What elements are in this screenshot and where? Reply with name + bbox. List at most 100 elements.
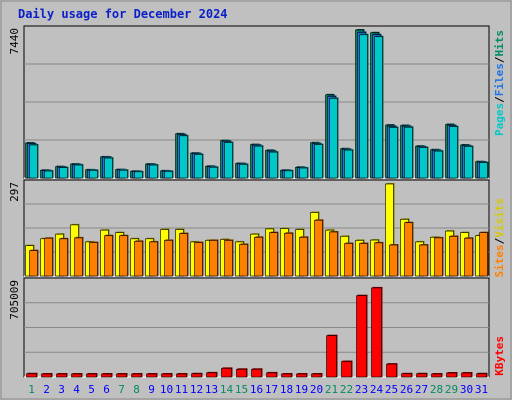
bar-kbytes-day-31 bbox=[476, 373, 487, 378]
bar-kbytes-day-30 bbox=[461, 372, 472, 378]
x-tick-label-11: 11 bbox=[175, 383, 188, 396]
bar-pages-day-25 bbox=[389, 127, 398, 179]
bar-kbytes-day-21 bbox=[326, 335, 337, 378]
bar-sites-day-28 bbox=[434, 237, 443, 277]
bar-sites-day-27 bbox=[419, 244, 428, 277]
bar-sites-day-29 bbox=[449, 236, 458, 277]
x-tick-label-12: 12 bbox=[190, 383, 203, 396]
bottom-ymax-label: 705009 bbox=[8, 280, 21, 320]
legend-files: Files bbox=[493, 63, 506, 96]
x-tick-label-23: 23 bbox=[355, 383, 368, 396]
bottom-legend: KBytes bbox=[493, 336, 506, 376]
bar-sites-day-3 bbox=[59, 238, 68, 277]
x-tick-label-1: 1 bbox=[28, 383, 35, 396]
bar-kbytes-day-6 bbox=[101, 373, 112, 378]
bar-pages-day-1 bbox=[29, 144, 38, 179]
bar-kbytes-day-5 bbox=[86, 373, 97, 378]
x-tick-label-3: 3 bbox=[58, 383, 65, 396]
bar-sites-day-1 bbox=[29, 250, 38, 277]
bar-kbytes-day-14 bbox=[221, 368, 232, 378]
bar-pages-day-26 bbox=[404, 126, 413, 179]
bar-pages-day-30 bbox=[464, 146, 473, 179]
bar-sites-day-21 bbox=[329, 231, 338, 277]
bar-sites-day-19 bbox=[299, 236, 308, 277]
bar-kbytes-day-22 bbox=[341, 361, 352, 378]
bar-pages-day-8 bbox=[134, 171, 143, 179]
bar-sites-day-13 bbox=[209, 240, 218, 277]
bar-pages-day-19 bbox=[299, 167, 308, 179]
legend-separator: / bbox=[493, 96, 506, 103]
bar-pages-day-15 bbox=[239, 164, 248, 179]
bar-sites-day-20 bbox=[314, 219, 323, 277]
bar-kbytes-day-12 bbox=[191, 373, 202, 378]
bar-kbytes-day-25 bbox=[386, 363, 397, 378]
legend-hits: Hits bbox=[493, 30, 506, 57]
bar-kbytes-day-4 bbox=[71, 373, 82, 378]
bar-kbytes-day-3 bbox=[56, 373, 67, 378]
bar-pages-day-10 bbox=[164, 171, 173, 179]
x-tick-label-5: 5 bbox=[88, 383, 95, 396]
x-tick-label-22: 22 bbox=[340, 383, 353, 396]
bar-pages-day-16 bbox=[254, 145, 263, 179]
bar-pages-day-27 bbox=[419, 147, 428, 179]
middle-ymax-label: 297 bbox=[8, 182, 21, 202]
bar-pages-day-14 bbox=[224, 142, 233, 179]
top-ymax-label: 7440 bbox=[8, 28, 21, 55]
x-tick-label-8: 8 bbox=[133, 383, 140, 396]
bar-kbytes-day-11 bbox=[176, 373, 187, 378]
x-tick-label-21: 21 bbox=[325, 383, 338, 396]
bar-kbytes-day-10 bbox=[161, 373, 172, 378]
bar-kbytes-day-23 bbox=[356, 295, 367, 378]
x-tick-label-31: 31 bbox=[475, 383, 488, 396]
x-tick-label-27: 27 bbox=[415, 383, 428, 396]
bar-sites-day-25 bbox=[389, 244, 398, 277]
middle-legend: Sites/Visits bbox=[493, 198, 506, 278]
bar-kbytes-day-18 bbox=[281, 373, 292, 378]
x-tick-label-9: 9 bbox=[148, 383, 155, 396]
bar-kbytes-day-16 bbox=[251, 368, 262, 378]
bar-kbytes-day-20 bbox=[311, 373, 322, 378]
bar-pages-day-13 bbox=[209, 166, 218, 179]
x-tick-label-17: 17 bbox=[265, 383, 278, 396]
bar-sites-day-2 bbox=[44, 237, 53, 277]
bar-sites-day-17 bbox=[269, 232, 278, 277]
bar-sites-day-12 bbox=[194, 242, 203, 277]
bar-sites-day-10 bbox=[164, 240, 173, 277]
chart-title: Daily usage for December 2024 bbox=[18, 7, 228, 21]
bar-pages-day-9 bbox=[149, 164, 158, 179]
bar-pages-day-12 bbox=[194, 154, 203, 179]
bar-kbytes-day-15 bbox=[236, 368, 247, 378]
bar-pages-day-5 bbox=[89, 170, 98, 179]
bar-sites-day-24 bbox=[374, 242, 383, 277]
bar-pages-day-31 bbox=[479, 162, 488, 179]
bar-sites-day-31 bbox=[479, 232, 488, 277]
x-tick-label-28: 28 bbox=[430, 383, 443, 396]
x-tick-label-4: 4 bbox=[73, 383, 80, 396]
x-tick-label-7: 7 bbox=[118, 383, 125, 396]
top-legend: Pages/Files/Hits bbox=[493, 30, 506, 136]
bar-kbytes-day-2 bbox=[41, 373, 52, 378]
bar-pages-day-20 bbox=[314, 144, 323, 179]
bar-pages-day-2 bbox=[44, 170, 53, 179]
bar-kbytes-day-13 bbox=[206, 372, 217, 378]
bar-kbytes-day-27 bbox=[416, 373, 427, 378]
bar-pages-day-18 bbox=[284, 170, 293, 179]
x-tick-label-16: 16 bbox=[250, 383, 263, 396]
x-tick-label-14: 14 bbox=[220, 383, 234, 396]
legend-sites: Sites bbox=[493, 244, 506, 277]
bar-sites-day-9 bbox=[149, 241, 158, 277]
bar-pages-day-23 bbox=[359, 34, 368, 179]
bar-sites-day-15 bbox=[239, 244, 248, 277]
x-tick-label-20: 20 bbox=[310, 383, 323, 396]
bar-pages-day-11 bbox=[179, 135, 188, 179]
bar-sites-day-11 bbox=[179, 233, 188, 277]
bar-sites-day-6 bbox=[104, 235, 113, 277]
legend-visits: Visits bbox=[493, 198, 506, 238]
bar-kbytes-day-28 bbox=[431, 373, 442, 378]
x-tick-label-10: 10 bbox=[160, 383, 173, 396]
x-tick-label-24: 24 bbox=[370, 383, 384, 396]
bar-pages-day-21 bbox=[329, 98, 338, 179]
bar-pages-day-4 bbox=[74, 164, 83, 179]
x-tick-label-15: 15 bbox=[235, 383, 248, 396]
